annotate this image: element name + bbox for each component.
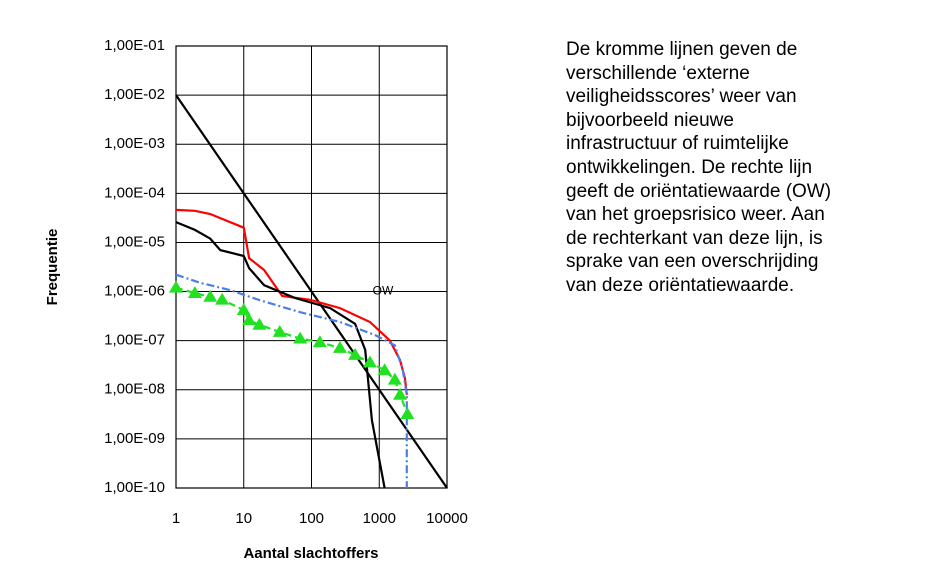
description-line: van deze oriëntatiewaarde. <box>566 274 795 296</box>
y-tick-label: 1,00E-09 <box>104 430 165 447</box>
marker <box>203 289 218 302</box>
y-tick-label: 1,00E-01 <box>104 37 165 54</box>
description-line: verschillende ‘externe <box>566 62 750 84</box>
annotation: OW <box>373 284 394 298</box>
x-axis-title: Aantal slachtoffers <box>243 545 378 562</box>
marker <box>400 407 415 419</box>
marker <box>332 340 347 353</box>
y-tick-label: 1,00E-03 <box>104 135 165 152</box>
marker <box>169 280 183 293</box>
y-tick-label: 1,00E-07 <box>104 332 165 349</box>
y-tick-label: 1,00E-10 <box>104 479 165 496</box>
description-line: veiligheidsscores’ weer van <box>566 86 797 108</box>
x-tick-label: 1000 <box>363 510 396 527</box>
y-tick-label: 1,00E-04 <box>104 184 165 201</box>
y-tick-label: 1,00E-06 <box>104 283 165 300</box>
description-line: de rechterkant van deze lijn, is <box>566 227 823 249</box>
marker <box>387 372 402 385</box>
x-tick-label: 10 <box>235 510 252 527</box>
series-line <box>175 221 386 489</box>
y-tick-label: 1,00E-05 <box>104 233 165 250</box>
description: De kromme lijnen geven de verschillende ‘… <box>566 38 936 298</box>
marker <box>393 387 408 400</box>
marker <box>187 286 202 299</box>
marker <box>242 313 257 326</box>
marker <box>293 331 308 344</box>
x-tick-label: 10000 <box>426 510 468 527</box>
x-tick-label: 100 <box>299 510 324 527</box>
description-line: bijvoorbeeld nieuwe <box>566 109 734 131</box>
marker <box>236 303 251 315</box>
marker <box>348 348 363 360</box>
description-line: van het groepsrisico weer. Aan <box>566 204 825 226</box>
marker <box>272 325 287 337</box>
marker <box>215 292 230 305</box>
marker <box>252 317 267 330</box>
x-tick-label: 1 <box>172 510 180 527</box>
series-line <box>175 94 448 489</box>
description-line: De kromme lijnen geven de <box>566 39 798 60</box>
marker <box>362 355 377 368</box>
description-line: sprake van een overschrijding <box>566 251 819 273</box>
y-tick-label: 1,00E-02 <box>104 86 165 103</box>
marker <box>312 335 327 348</box>
description-line: geeft de oriëntatiewaarde (OW) <box>566 180 832 202</box>
y-axis-title: Frequentie <box>44 229 61 306</box>
chart: Aantal slachtoffers Frequentie 1,00E-01 1… <box>44 37 468 562</box>
description-line: ontwikkelingen. De rechte lijn <box>566 156 813 178</box>
series-line <box>175 286 409 415</box>
y-tick-label: 1,00E-08 <box>104 381 165 398</box>
description-line: infrastructuur of ruimtelijke <box>566 133 789 155</box>
marker <box>377 363 392 376</box>
plot-frame <box>175 45 448 489</box>
